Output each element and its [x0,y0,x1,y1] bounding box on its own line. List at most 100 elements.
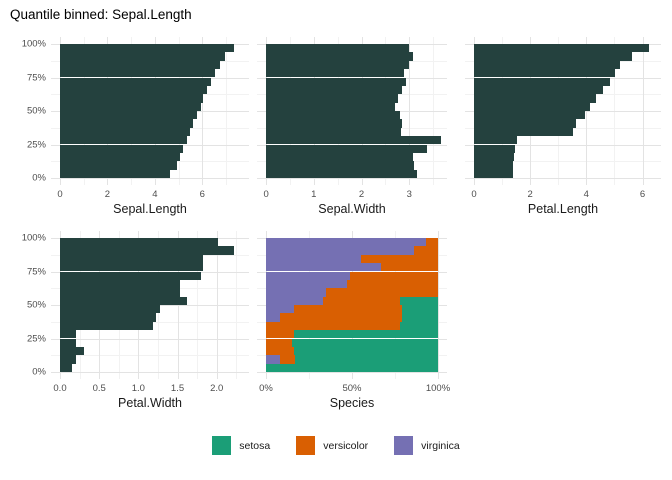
legend-swatch-versicolor [296,436,316,455]
quantile-bar [60,313,156,322]
legend-label-versicolor: versicolor [323,439,369,452]
x-tick-label: 1.0 [131,383,145,394]
stacked-segment-versicolor [279,313,402,322]
stacked-segment-virginica [266,355,280,364]
quantile-bar [474,136,517,145]
chart-title: Quantile binned: Sepal.Length [10,7,192,22]
quantile-bar [474,161,514,170]
panel-species [257,231,447,379]
stacked-segment-virginica [266,263,382,272]
x-tick-label: 6 [639,189,646,200]
quantile-bar [60,127,190,137]
stacked-segment-setosa [401,313,438,322]
stacked-segment-versicolor [279,355,296,364]
quantile-bar [266,119,403,128]
quantile-bar [60,161,178,170]
stacked-segment-setosa [293,330,438,339]
quantile-bar [60,77,211,86]
quantile-bar [266,127,401,137]
quantile-bar [60,288,180,297]
quantile-bar [474,69,615,78]
quantile-bar [60,271,201,280]
quantile-bar [266,44,409,53]
quantile-bar [60,44,235,53]
quantile-bar [266,94,398,103]
panel-sepal-width [257,37,447,185]
gridline-major-x [177,231,179,379]
legend-item-virginica: virginica [394,436,460,455]
x-tick-label: 1.5 [170,383,185,394]
stacked-segment-setosa [400,296,438,305]
stacked-segment-versicolor [413,246,438,255]
axis-title-sepal-length: Sepal.Length [113,202,187,216]
quantile-bar [60,346,84,356]
quantile-bar [474,60,620,70]
stacked-segment-versicolor [266,330,294,339]
stacked-segment-setosa [291,338,438,347]
stacked-segment-setosa [401,305,438,314]
quantile-bar [474,52,632,61]
quantile-bar [60,85,207,95]
quantile-bar [60,169,171,178]
quantile-bar [60,60,221,70]
stacked-segment-virginica [266,271,351,280]
gridline-minor-y [51,355,249,357]
stacked-segment-virginica [266,296,323,305]
stacked-segment-setosa [295,355,438,364]
stacked-segment-setosa [400,321,438,331]
axis-title-species: Species [329,396,375,410]
y-tick-label: 75% [26,266,46,277]
y-tick-label: 100% [21,232,46,244]
gridline-major-x [216,231,218,379]
stacked-segment-versicolor [266,338,292,347]
quantile-bar [60,321,154,331]
legend: setosa versicolor virginica [0,436,672,455]
quantile-bar [474,94,597,103]
quantile-bar [266,102,396,111]
stacked-segment-virginica [266,288,327,297]
legend-label-virginica: virginica [421,439,460,452]
quantile-bar [60,102,201,111]
stacked-segment-versicolor [322,296,401,305]
quantile-bar [60,144,184,153]
axis-title-sepal-width: Sepal.Width [318,202,386,216]
legend-swatch-virginica [394,436,414,455]
quantile-bar [474,102,590,111]
quantile-bar [60,69,215,78]
legend-label-setosa: setosa [239,439,271,452]
x-tick-label: 6 [199,189,205,200]
x-tick-label: 50% [342,383,362,394]
stacked-segment-setosa [293,346,438,356]
y-tick-label: 50% [26,299,46,311]
y-tick-label: 50% [26,105,46,117]
quantile-bar [266,52,414,61]
x-tick-label: 1 [311,189,317,200]
quantile-bar [266,136,442,145]
quantile-bar [60,111,197,120]
axis-title-petal-width: Petal.Width [118,396,182,410]
quantile-bar [474,44,649,53]
quantile-bar [266,69,405,78]
quantile-bar [60,254,203,264]
panel-petal-width [51,231,249,379]
panel-petal-length [465,37,661,185]
quantile-bar [60,263,203,272]
gridline-major-x [642,37,644,185]
quantile-bar [474,77,610,86]
quantile-bar [474,119,576,128]
quantile-bar [60,119,194,128]
quantile-bar [60,246,234,255]
stacked-segment-virginica [266,238,426,247]
quantile-bar [266,60,409,70]
legend-item-setosa: setosa [212,436,270,455]
quantile-bar [474,85,603,95]
quantile-bar [60,152,180,162]
stacked-segment-versicolor [360,254,438,264]
y-tick-label: 25% [26,333,46,344]
y-tick-label: 0% [32,366,46,378]
x-tick-label: 0 [263,189,269,200]
quantile-bar [60,296,187,305]
axis-title-petal-length: Petal.Length [527,202,599,216]
gridline-major-y [465,144,661,146]
stacked-segment-virginica [266,279,347,289]
